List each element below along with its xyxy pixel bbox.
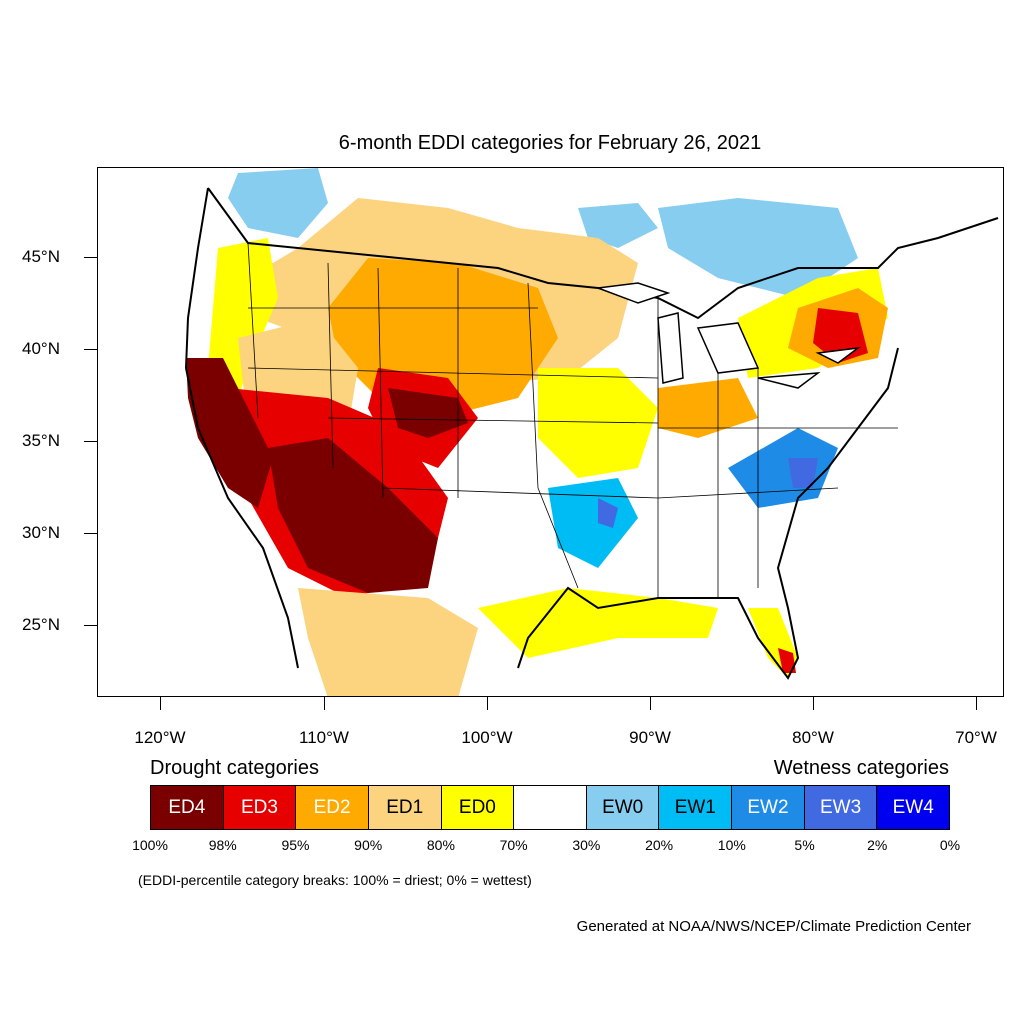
- lon-label: 110°W: [299, 728, 349, 747]
- lat-label: 45°N: [22, 247, 60, 266]
- ed0-fringe-midwest: [538, 368, 658, 478]
- legend-cell-ed1: ED1: [368, 786, 442, 829]
- percentile-label: 100%: [132, 837, 168, 853]
- state-borders: [247, 242, 898, 598]
- category-note: (EDDI-percentile category breaks: 100% =…: [138, 872, 532, 888]
- ed4-california: [186, 358, 273, 508]
- lat-tick: [84, 441, 97, 442]
- percentile-label: 80%: [426, 837, 455, 853]
- lat-tick: [84, 625, 97, 626]
- lat-label: 25°N: [22, 615, 60, 634]
- legend-cell-ew0: EW0: [586, 786, 660, 829]
- wet-patch-lake-superior: [578, 203, 658, 248]
- legend-cell-ed4: ED4: [151, 786, 224, 829]
- percentile-label: 10%: [717, 837, 746, 853]
- lat-label: 30°N: [22, 523, 60, 542]
- ed2-ohio: [658, 378, 758, 438]
- legend-cell-ew1: EW1: [659, 786, 733, 829]
- percentile-label: 0%: [939, 837, 961, 853]
- lon-label: 70°W: [955, 728, 997, 747]
- percentile-label: 30%: [572, 837, 601, 853]
- lon-label: 120°W: [134, 728, 186, 747]
- lon-label: 90°W: [629, 728, 671, 747]
- legend-cell-ew3: EW3: [804, 786, 878, 829]
- lat-tick: [84, 533, 97, 534]
- percentile-label: 2%: [867, 837, 888, 853]
- ed0-fringe-gulf: [478, 588, 718, 658]
- lat-label: 40°N: [22, 339, 60, 358]
- legend-cell-ed0: ED0: [441, 786, 515, 829]
- ed3-florida-tip: [778, 648, 796, 673]
- lon-label: 100°W: [461, 728, 513, 747]
- percentile-label: 5%: [794, 837, 815, 853]
- ew1-lower-mississippi: [548, 478, 638, 568]
- ew3-arkansas: [598, 498, 618, 528]
- lon-label: 80°W: [792, 728, 834, 747]
- ew3-virginia: [788, 458, 818, 488]
- lat-tick: [84, 349, 97, 350]
- legend-cell-neutral: [514, 786, 587, 829]
- lon-tick: [650, 697, 651, 710]
- ed1-mexico: [298, 588, 478, 696]
- legend-cell-ed2: ED2: [296, 786, 369, 829]
- credit-line: Generated at NOAA/NWS/NCEP/Climate Predi…: [576, 918, 971, 935]
- map-frame: [97, 167, 1004, 697]
- lon-tick: [160, 697, 161, 710]
- legend-cell-ew4: EW4: [877, 786, 950, 829]
- percentile-label: 20%: [645, 837, 674, 853]
- great-lakes: [597, 282, 861, 389]
- lat-tick: [84, 257, 97, 258]
- map-title: 6-month EDDI categories for February 26,…: [338, 132, 762, 154]
- legend-cell-ew2: EW2: [732, 786, 805, 829]
- lon-tick: [324, 697, 325, 710]
- percentile-label: 95%: [281, 837, 310, 853]
- ed4-arizona: [268, 438, 438, 593]
- legend-bar: ED4 ED3 ED2 ED1 ED0 EW0 EW1 EW2 EW3 EW4: [150, 785, 950, 830]
- wet-patch-pacific-nw: [228, 168, 328, 238]
- wet-patch-canada: [658, 198, 858, 298]
- drought-heading: Drought categories: [150, 757, 319, 779]
- lon-tick: [813, 697, 814, 710]
- legend-cell-ed3: ED3: [223, 786, 297, 829]
- wetness-heading: Wetness categories: [773, 757, 949, 779]
- us-outline: [184, 187, 999, 680]
- eddi-map: [184, 168, 999, 696]
- percentile-label: 70%: [499, 837, 528, 853]
- lon-tick: [487, 697, 488, 710]
- lat-label: 35°N: [22, 431, 60, 450]
- ew2-carolinas: [728, 428, 838, 508]
- percentile-label: 98%: [208, 837, 237, 853]
- lon-tick: [976, 697, 977, 710]
- ed4-colorado: [388, 388, 468, 438]
- percentile-label: 90%: [354, 837, 383, 853]
